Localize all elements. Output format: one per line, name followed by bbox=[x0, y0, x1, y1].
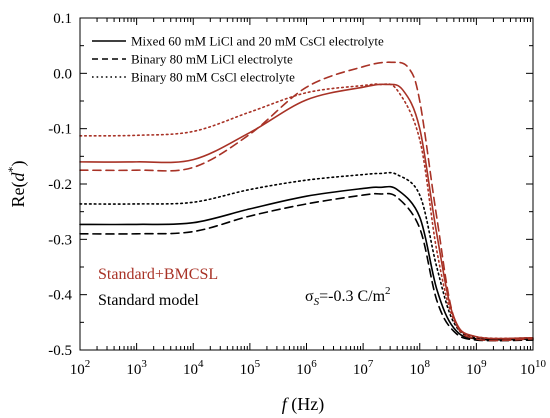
y-axis-label-var: d bbox=[8, 172, 28, 182]
x-tick-label: 109 bbox=[466, 358, 487, 378]
x-tick-label: 102 bbox=[70, 358, 91, 378]
legend-label-solid: Mixed 60 mM LiCl and 20 mM CsCl electrol… bbox=[131, 34, 384, 49]
x-tick-base: 10 bbox=[70, 362, 85, 378]
y-tick-label: -0.1 bbox=[48, 122, 72, 138]
model-label-bmcsl: Standard+BMCSL bbox=[98, 266, 218, 283]
y-tick-label: 0.1 bbox=[53, 11, 72, 27]
x-tick-exponent: 2 bbox=[85, 358, 91, 370]
plot-frame bbox=[79, 17, 534, 351]
x-tick-label: 107 bbox=[353, 358, 374, 378]
legend-label-dashed: Binary 80 mM LiCl electrolyte bbox=[131, 52, 293, 67]
y-axis-label-main: Re( bbox=[8, 182, 29, 208]
x-tick-base: 10 bbox=[410, 362, 425, 378]
y-tick-label: -0.2 bbox=[48, 177, 72, 193]
surface-charge-annotation: σS=-0.3 C/m2 bbox=[305, 285, 391, 308]
x-tick-label: 1010 bbox=[520, 358, 547, 378]
x-tick-label: 105 bbox=[240, 358, 261, 378]
annotation-value: =-0.3 C/m bbox=[319, 288, 385, 305]
legend-label-dotted: Binary 80 mM CsCl electrolyte bbox=[131, 70, 295, 85]
x-tick-label: 106 bbox=[296, 358, 317, 378]
x-tick-exponent: 10 bbox=[535, 358, 547, 370]
x-tick-label: 104 bbox=[183, 358, 204, 378]
x-tick-label: 103 bbox=[126, 358, 147, 378]
series-line-standard-dashed bbox=[79, 192, 534, 342]
x-tick-exponent: 6 bbox=[311, 358, 317, 370]
x-axis-label-var: f bbox=[282, 394, 290, 414]
x-axis-label: f (Hz) bbox=[282, 394, 325, 415]
y-tick-label: -0.4 bbox=[48, 288, 72, 304]
series-line-standard-dotted bbox=[79, 171, 534, 340]
y-tick-label: -0.3 bbox=[48, 232, 72, 248]
legend: Mixed 60 mM LiCl and 20 mM CsCl electrol… bbox=[92, 34, 384, 85]
y-axis-label-sup: * bbox=[5, 167, 19, 173]
model-label-standard: Standard model bbox=[98, 292, 199, 309]
x-tick-exponent: 4 bbox=[198, 358, 204, 370]
y-axis-label: Re(d*) bbox=[5, 161, 29, 208]
y-tick-label: 0.0 bbox=[53, 66, 72, 82]
x-tick-base: 10 bbox=[466, 362, 481, 378]
x-tick-base: 10 bbox=[183, 362, 198, 378]
series-line-standard-solid bbox=[79, 185, 534, 341]
x-axis-label-unit: (Hz) bbox=[287, 394, 324, 415]
x-tick-base: 10 bbox=[520, 362, 535, 378]
x-tick-base: 10 bbox=[353, 362, 368, 378]
annotation-superscript: 2 bbox=[385, 285, 391, 297]
annotation-subscript: S bbox=[314, 296, 320, 308]
x-tick-exponent: 7 bbox=[368, 358, 374, 370]
annotation-sigma: σ bbox=[305, 288, 314, 305]
x-tick-label: 108 bbox=[410, 358, 431, 378]
x-tick-base: 10 bbox=[240, 362, 255, 378]
x-tick-base: 10 bbox=[296, 362, 311, 378]
x-tick-base: 10 bbox=[126, 362, 141, 378]
y-axis-label-close: ) bbox=[8, 161, 29, 167]
x-tick-exponent: 9 bbox=[481, 358, 487, 370]
x-tick-exponent: 8 bbox=[425, 358, 431, 370]
series-layer bbox=[79, 61, 534, 342]
series-line-bmcsl-dashed bbox=[79, 61, 534, 342]
x-tick-exponent: 3 bbox=[141, 358, 147, 370]
series-line-bmcsl-dotted bbox=[79, 83, 534, 340]
x-tick-exponent: 5 bbox=[255, 358, 261, 370]
y-tick-label: -0.5 bbox=[48, 343, 72, 359]
